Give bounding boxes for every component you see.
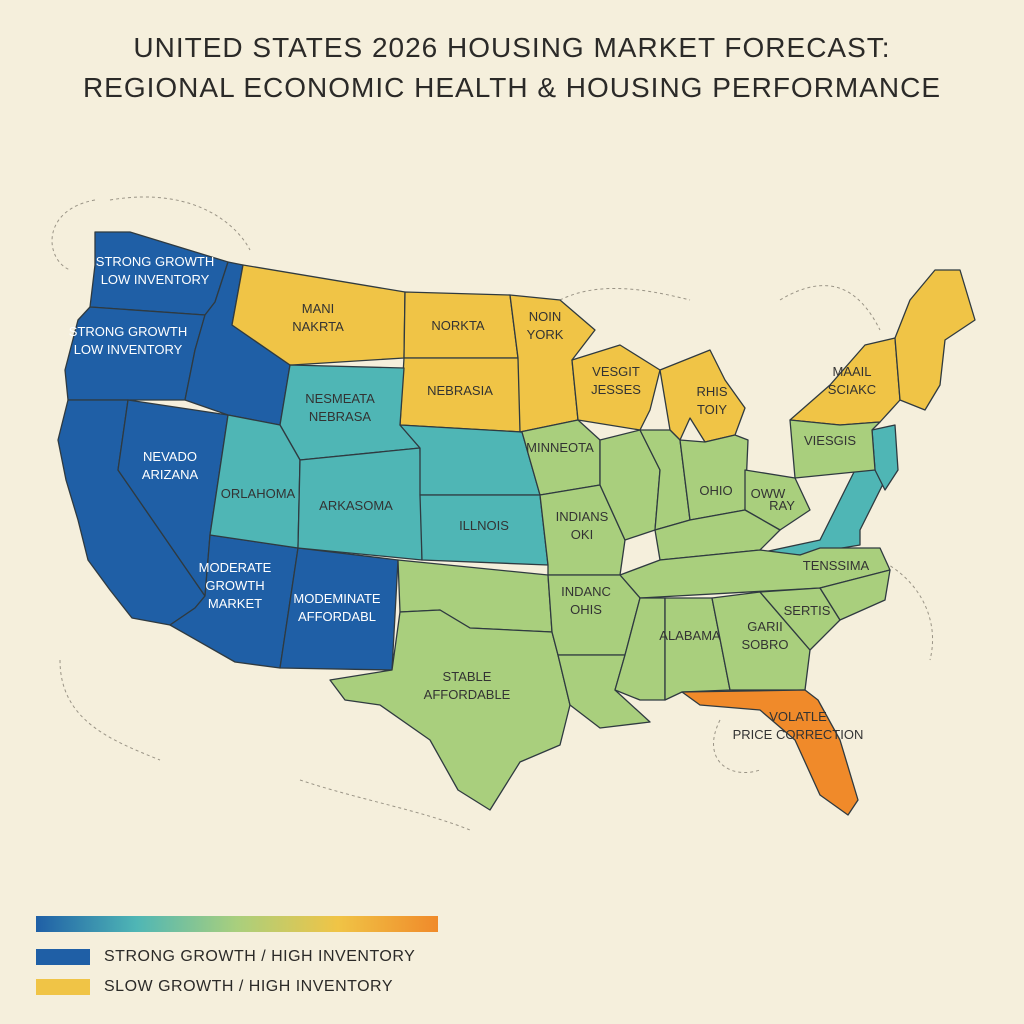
region-label-ut: ORLAHOMA [221, 486, 296, 501]
region-label-line: LOW INVENTORY [74, 342, 183, 357]
map-title: UNITED STATES 2026 HOUSING MARKET FORECA… [0, 28, 1024, 108]
region-label-nm: MODEMINATE AFFORDABL [293, 591, 380, 624]
region-pa [789, 419, 881, 479]
region-label-ga: GARII SOBRO [742, 619, 789, 652]
region-label-line: GROWTH [205, 578, 264, 593]
region-label-ks: ILLNOIS [459, 518, 509, 533]
region-nc [819, 569, 891, 621]
legend-swatch-slow [36, 979, 90, 995]
region-label-wv: OWW [751, 486, 786, 501]
region-tx [329, 609, 571, 811]
region-label-line: VIESGIS [804, 433, 856, 448]
region-label-wi: VESGIT JESSES [591, 364, 641, 397]
region-label-line: LOW INVENTORY [101, 272, 210, 287]
region-label-line: OHIO [699, 483, 732, 498]
region-label-tx: STABLE AFFORDABLE [424, 669, 511, 702]
region-label-tn: TENSSIMA [803, 558, 870, 573]
region-label-line: ILLNOIS [459, 518, 509, 533]
region-label-line: ARIZANA [142, 467, 199, 482]
region-label-line: STABLE [443, 669, 492, 684]
region-label-line: RAY [769, 498, 795, 513]
region-label-line: NORKTA [431, 318, 485, 333]
region-label-ar: INDANC OHIS [561, 584, 611, 617]
region-label-sc: SERTIS [784, 603, 831, 618]
region-label-oh: OHIO [699, 483, 732, 498]
region-label-wy: NESMEATA NEBRASA [305, 391, 375, 424]
region-label-wa: STRONG GROWTH LOW INVENTORY [96, 254, 214, 287]
region-label-line: ARKASOMA [319, 498, 393, 513]
region-label-line: MODERATE [199, 560, 272, 575]
region-label-line: VESGIT [592, 364, 640, 379]
legend-swatch-strong [36, 949, 90, 965]
region-label-line: MARKET [208, 596, 262, 611]
region-label-line: SCIAKC [828, 382, 876, 397]
region-label-ny: MAAIL SCIAKC [828, 364, 876, 397]
region-label-mo: INDIANS OKI [556, 509, 609, 542]
region-label-line: ALABAMA [659, 628, 721, 643]
region-label-line: NESMEATA [305, 391, 375, 406]
region-ne_states [894, 269, 976, 411]
region-label-mt: MANI NAKRTA [292, 301, 344, 334]
region-label-line: MODEMINATE [293, 591, 380, 606]
region-label-line: OWW [751, 486, 786, 501]
region-oh [679, 434, 749, 521]
region-label-line: VOLATLE [769, 709, 827, 724]
region-label-or: STRONG GROWTH LOW INVENTORY [69, 324, 187, 357]
regions [57, 231, 976, 816]
region-label-line: TENSSIMA [803, 558, 870, 573]
region-label-line: AFFORDABLE [424, 687, 511, 702]
region-label-line: NEBRASA [309, 409, 371, 424]
region-label-line: MINNEOTA [526, 440, 594, 455]
region-label-line: JESSES [591, 382, 641, 397]
title-line-2: REGIONAL ECONOMIC HEALTH & HOUSING PERFO… [82, 72, 942, 103]
region-tn [619, 547, 891, 599]
region-ne [399, 424, 541, 496]
region-label-line: OKI [571, 527, 593, 542]
region-label-nv: NEVADO ARIZANA [142, 449, 199, 482]
region-label-line: NEBRASIA [427, 383, 493, 398]
region-label-line: NOIN [529, 309, 562, 324]
region-label-line: OHIS [570, 602, 602, 617]
region-label-line: ORLAHOMA [221, 486, 296, 501]
region-label-line: TOIY [697, 402, 727, 417]
region-label-line: PRICE CORRECTION [733, 727, 864, 742]
region-label-line: MANI [302, 301, 335, 316]
region-label-pa: VIESGIS [804, 433, 856, 448]
legend-label-strong: STRONG GROWTH / HIGH INVENTORY [104, 948, 416, 965]
region-label-line: YORK [527, 327, 564, 342]
title-line-1: UNITED STATES 2026 HOUSING MARKET FORECA… [133, 32, 891, 63]
region-label-line: SERTIS [784, 603, 831, 618]
region-label-line: SOBRO [742, 637, 789, 652]
region-label-sd: NEBRASIA [427, 383, 493, 398]
region-label-al: ALABAMA [659, 628, 721, 643]
region-label-az: MODERATE GROWTH MARKET [199, 560, 272, 611]
region-label-line: NAKRTA [292, 319, 344, 334]
region-label-line: STRONG GROWTH [96, 254, 214, 269]
legend-label-slow: SLOW GROWTH / HIGH INVENTORY [104, 978, 393, 995]
region-label-ia: MINNEOTA [526, 440, 594, 455]
region-fl [681, 689, 859, 816]
region-wv [744, 469, 811, 531]
region-labels: STRONG GROWTH LOW INVENTORY STRONG GROWTH L… [69, 254, 876, 742]
legend-item-slow: SLOW GROWTH / HIGH INVENTORY [36, 978, 393, 996]
region-label-line: INDIANS [556, 509, 609, 524]
region-label-line: AFFORDABL [298, 609, 376, 624]
region-label-line: STRONG GROWTH [69, 324, 187, 339]
region-label-co: ARKASOMA [319, 498, 393, 513]
legend-gradient-bar [36, 916, 438, 932]
region-label-fl: VOLATLE PRICE CORRECTION [733, 709, 864, 742]
region-label-line: MAAIL [832, 364, 871, 379]
region-label-mi: RHIS TOIY [696, 384, 727, 417]
region-label-ky: RAY [769, 498, 795, 513]
region-label-line: RHIS [696, 384, 727, 399]
region-label-mn: NOIN YORK [527, 309, 564, 342]
region-ga [711, 591, 811, 691]
legend-item-strong: STRONG GROWTH / HIGH INVENTORY [36, 948, 415, 966]
region-label-line: INDANC [561, 584, 611, 599]
region-label-line: GARII [747, 619, 782, 634]
region-label-nd: NORKTA [431, 318, 485, 333]
region-label-line: NEVADO [143, 449, 197, 464]
